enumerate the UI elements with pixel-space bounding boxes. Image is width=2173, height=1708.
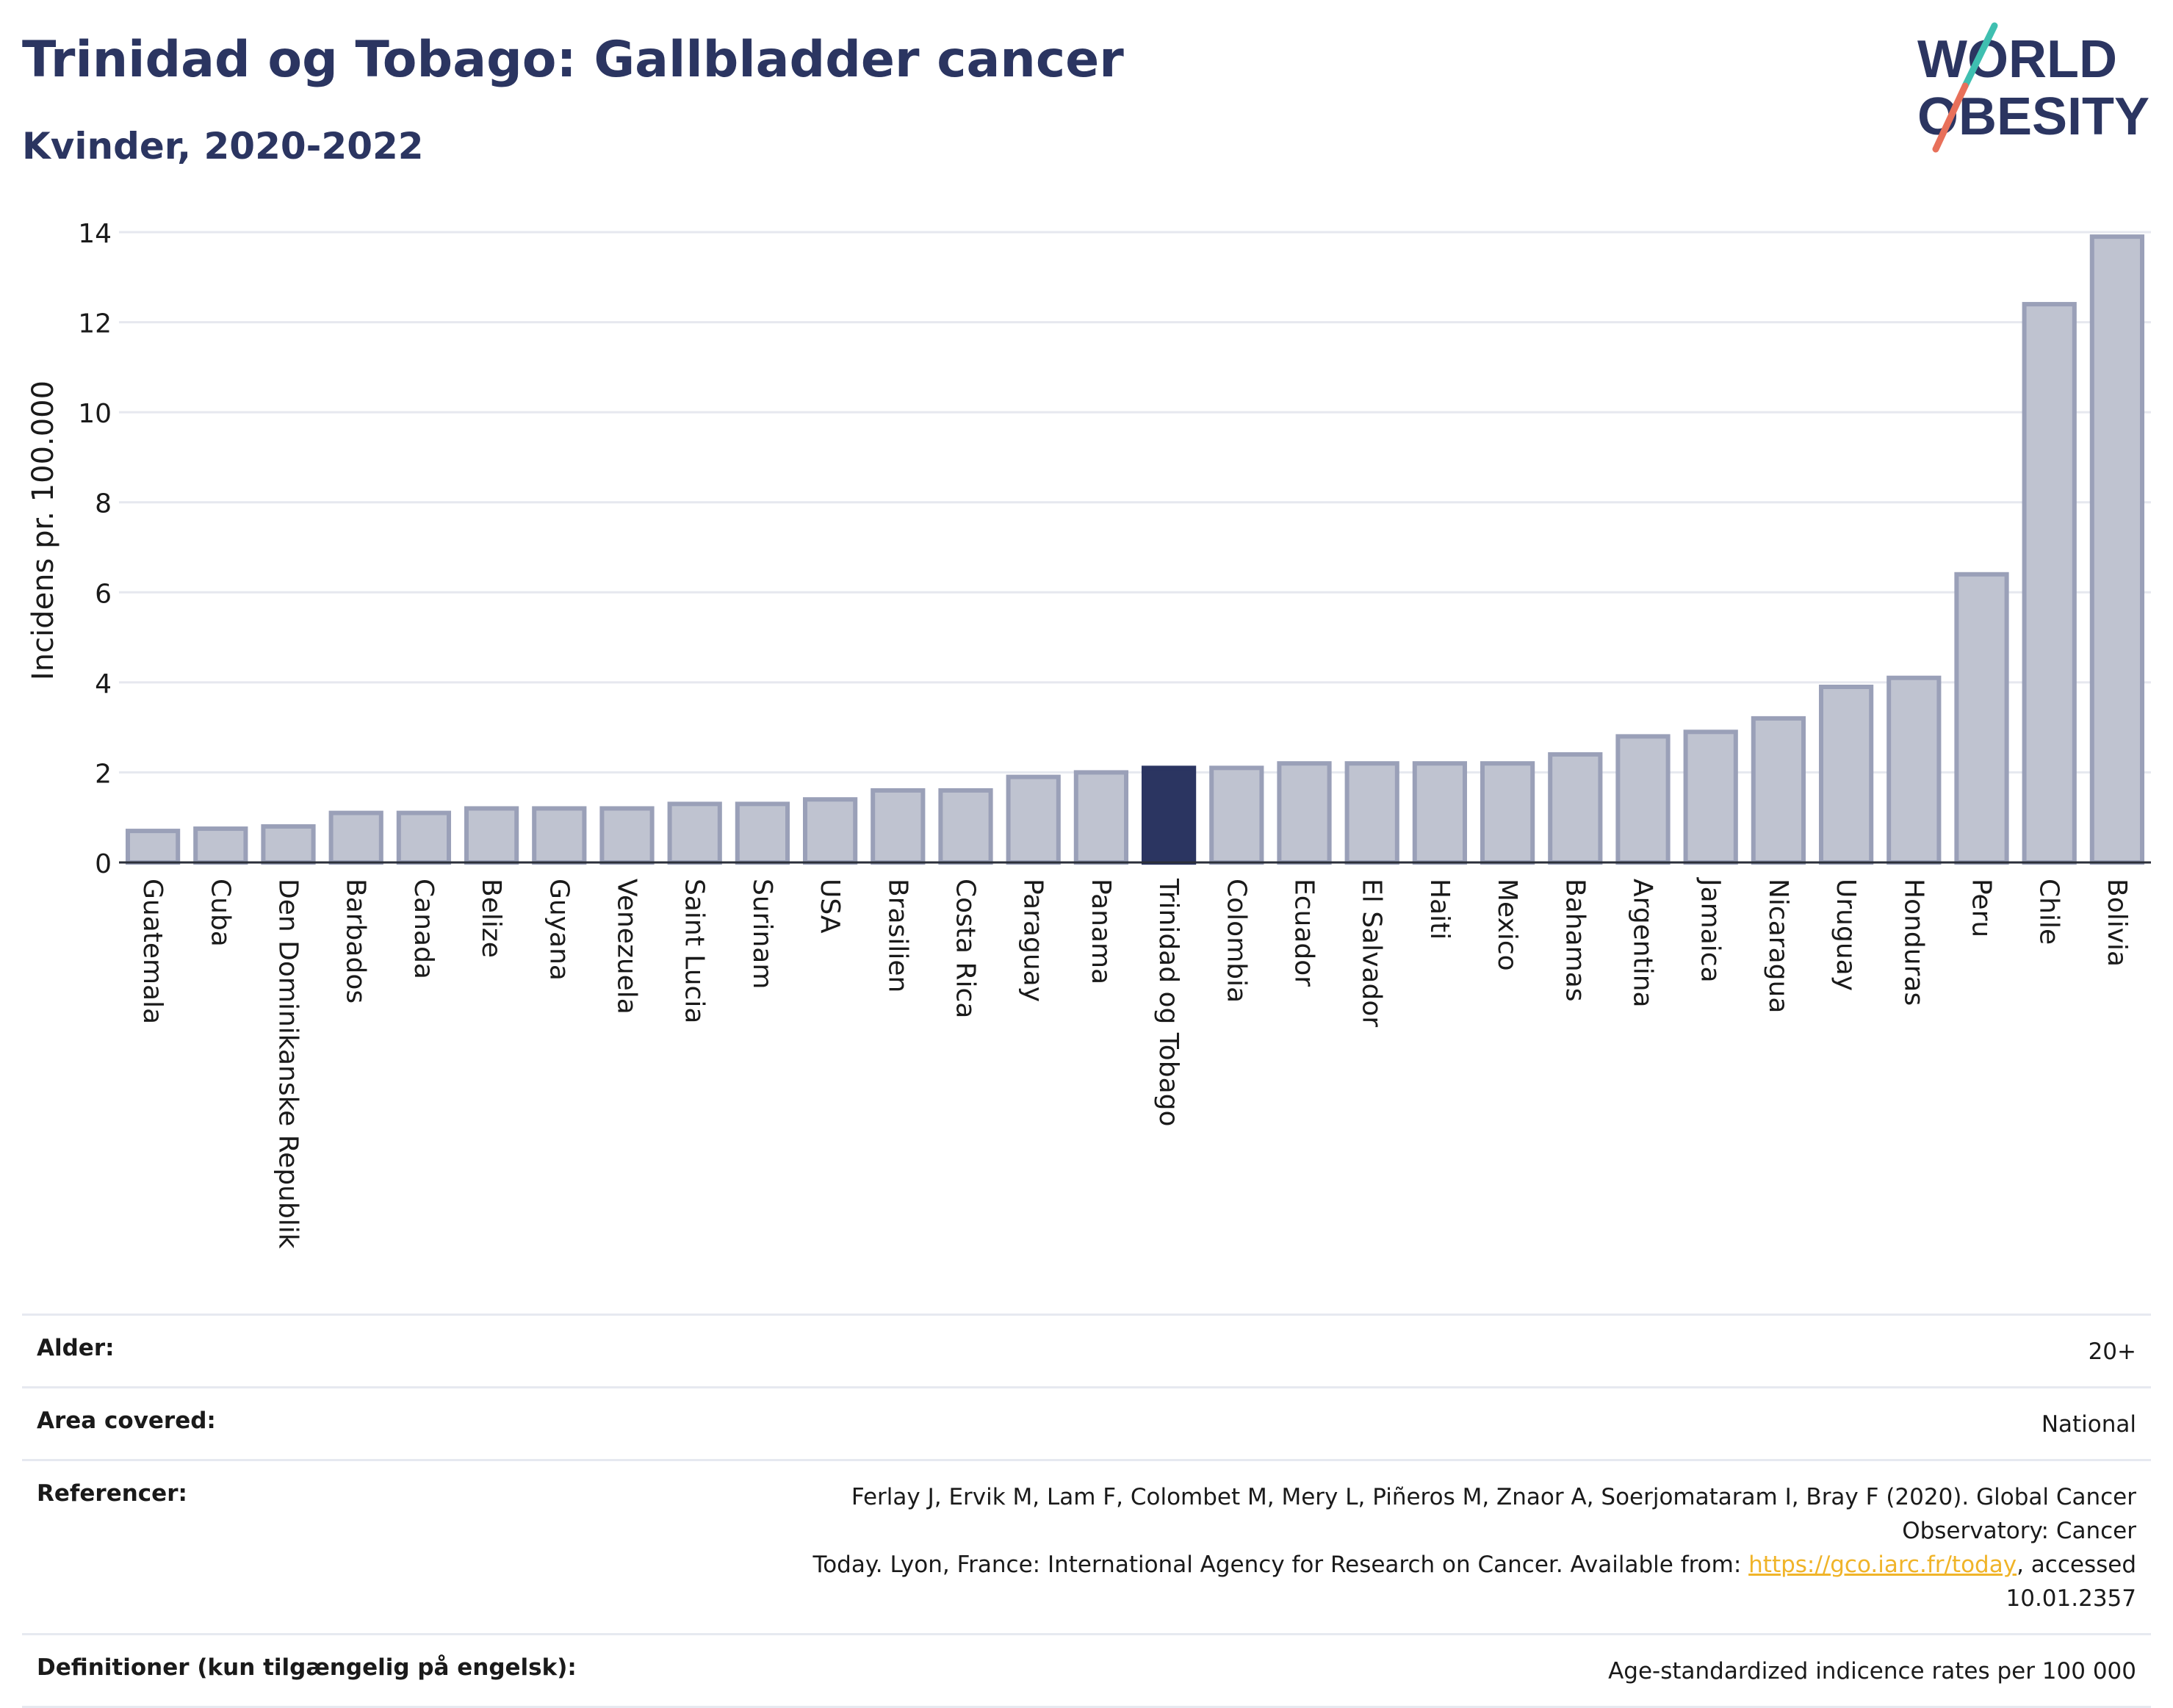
x-tick-label: Canada	[408, 879, 439, 979]
axes: 0 2 4 6 8 10 12 14 Guatemala Cuba Den Dominikanske…	[78, 219, 2151, 1249]
bar	[193, 826, 248, 865]
x-tick-label: Belize	[476, 879, 506, 958]
info-value-age: 20+	[713, 1314, 2151, 1388]
bar-highlighted	[1141, 765, 1197, 865]
bar	[599, 806, 655, 865]
bar	[1344, 761, 1399, 865]
bar	[464, 806, 519, 865]
reference-line-2-end: , accessed 10.01.2357	[2006, 1552, 2137, 1612]
x-tick-label: Venezuela	[612, 879, 642, 1015]
bar	[1412, 761, 1468, 865]
bar	[938, 788, 993, 865]
bar	[1073, 770, 1129, 865]
bar	[1209, 765, 1264, 865]
x-tick-label: Bahamas	[1560, 879, 1590, 1002]
bar	[1886, 675, 1942, 865]
x-tick-label: Chile	[2034, 879, 2064, 945]
grid-lines	[119, 231, 2151, 774]
info-table: Alder: 20+ Area covered: National Refere…	[22, 1314, 2151, 1708]
bar	[396, 810, 452, 865]
x-tick-label: Ecuador	[1289, 879, 1319, 987]
logo-word-world: WORLD	[1917, 30, 2117, 89]
y-tick-label: 2	[95, 759, 112, 789]
bars	[125, 234, 2145, 865]
x-tick-label: USA	[815, 879, 845, 934]
bar	[532, 806, 587, 865]
logo-accent-coral	[1932, 82, 1969, 153]
x-tick-label: Uruguay	[1831, 879, 1861, 991]
reference-link[interactable]: https://gco.iarc.fr/today	[1748, 1552, 2017, 1578]
bar-chart: 0 2 4 6 8 10 12 14 Guatemala Cuba Den Dominikanske…	[26, 219, 2151, 1249]
x-tick-label: Colombia	[1221, 879, 1251, 1003]
info-row-definitions: Definitioner (kun tilgængelig på engelsk…	[22, 1633, 2151, 1708]
x-tick-label: Brasilien	[882, 879, 912, 992]
reference-line-1: Ferlay J, Ervik M, Lam F, Colombet M, Me…	[851, 1484, 2136, 1544]
bar	[1615, 734, 1671, 865]
bar	[1818, 684, 1874, 865]
bar	[1480, 761, 1535, 865]
bar	[1683, 729, 1738, 865]
info-label-definitions: Definitioner (kun tilgængelig på engelsk…	[22, 1633, 713, 1708]
y-axis-label: Incidens pr. 100.000	[26, 381, 60, 680]
x-tick-label: Surinam	[747, 879, 777, 989]
bar	[1954, 572, 2009, 865]
bar	[1277, 761, 1332, 865]
world-obesity-logo: WORLD OBESITY	[1917, 22, 2149, 153]
x-tick-label: Nicaragua	[1763, 879, 1793, 1013]
chart-title: Trinidad og Tobago: Gallbladder cancer	[22, 31, 1124, 89]
bar	[802, 797, 858, 865]
x-tick-label: Jamaica	[1695, 877, 1726, 983]
info-label-age: Alder:	[22, 1314, 713, 1388]
y-tick-label: 4	[95, 669, 112, 699]
y-tick-label: 0	[95, 849, 112, 879]
logo-accent-teal	[1961, 22, 1998, 90]
x-tick-label: Den Dominikanske Republik	[273, 879, 303, 1249]
bar	[328, 810, 383, 865]
bar	[2089, 234, 2145, 865]
info-row-references: Referencer: Ferlay J, Ervik M, Lam F, Co…	[22, 1459, 2151, 1635]
info-value-definitions: Age-standardized indicence rates per 100…	[713, 1633, 2151, 1708]
x-tick-label: Argentina	[1628, 879, 1658, 1008]
bar	[1548, 752, 1603, 865]
info-row-age: Alder: 20+	[22, 1314, 2151, 1388]
x-tick-label: Barbados	[341, 879, 371, 1003]
x-tick-label: Guatemala	[137, 879, 167, 1024]
bar	[871, 788, 926, 865]
info-row-area: Area covered: National	[22, 1386, 2151, 1461]
x-tick-label: Cuba	[205, 879, 235, 947]
bar	[1006, 774, 1061, 865]
bar	[735, 801, 790, 865]
x-tick-label: Panama	[1086, 879, 1116, 984]
x-tick-label: Costa Rica	[951, 879, 981, 1018]
x-tick-label: Honduras	[1898, 879, 1928, 1006]
y-tick-label: 14	[78, 219, 112, 249]
y-tick-label: 8	[95, 489, 112, 519]
x-tick-label: Saint Lucia	[680, 879, 710, 1023]
chart-subtitle: Kvinder, 2020-2022	[22, 125, 424, 167]
x-tick-label: Bolivia	[2102, 879, 2132, 967]
x-tick-label: Mexico	[1492, 879, 1522, 971]
x-tick-label: Haiti	[1424, 879, 1455, 940]
bar	[261, 824, 316, 865]
y-tick-label: 10	[78, 399, 112, 429]
x-tick-label: Trinidad og Tobago	[1153, 878, 1183, 1127]
x-tick-label: Paraguay	[1018, 879, 1048, 1002]
info-value-area: National	[713, 1386, 2151, 1461]
reference-line-2: Today. Lyon, France: International Agenc…	[812, 1552, 1749, 1578]
info-label-area: Area covered:	[22, 1386, 713, 1461]
y-tick-label: 12	[78, 309, 112, 339]
logo-word-obesity: OBESITY	[1917, 87, 2149, 146]
x-tick-label: Peru	[1967, 879, 1997, 937]
info-label-references: Referencer:	[22, 1459, 713, 1635]
x-tick-label: El Salvador	[1357, 879, 1387, 1027]
info-value-references: Ferlay J, Ervik M, Lam F, Colombet M, Me…	[713, 1459, 2151, 1635]
y-tick-label: 6	[95, 579, 112, 609]
bar	[667, 801, 722, 865]
bar	[125, 829, 181, 865]
bar	[1751, 716, 1806, 865]
x-tick-label: Guyana	[544, 879, 574, 981]
bar	[2022, 302, 2077, 865]
